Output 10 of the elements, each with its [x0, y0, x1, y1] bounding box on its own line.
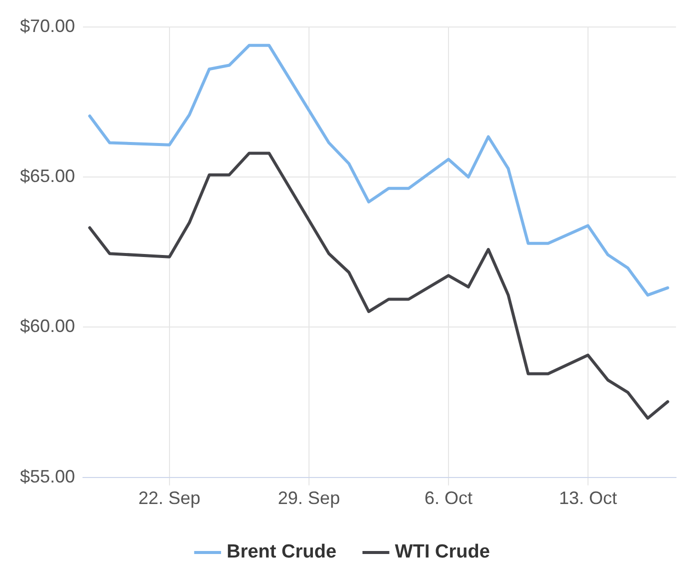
y-tick-label: $65.00: [20, 166, 76, 186]
y-tick-label: $70.00: [20, 16, 76, 36]
y-tick-label: $55.00: [20, 466, 76, 486]
legend-label: WTI Crude: [394, 542, 490, 563]
x-tick-label: 13. Oct: [558, 488, 617, 508]
x-tick-label: 6. Oct: [424, 488, 472, 508]
y-tick-label: $60.00: [20, 316, 76, 336]
x-tick-label: 29. Sep: [278, 488, 340, 508]
x-tick-label: 22. Sep: [138, 488, 200, 508]
legend-label: Brent Crude: [226, 542, 336, 563]
